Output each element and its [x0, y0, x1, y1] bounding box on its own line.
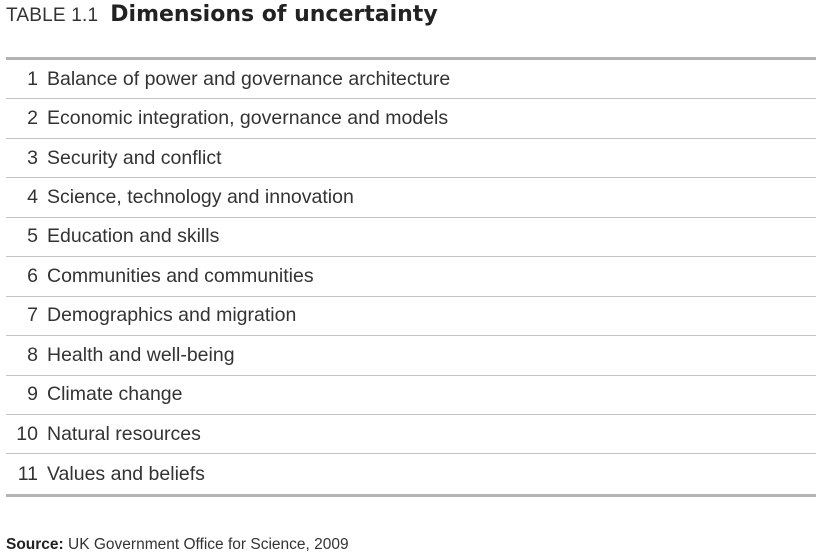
source-note: Source: UK Government Office for Science… [6, 536, 349, 554]
table-row: 4 Science, technology and innovation [6, 178, 816, 218]
source-label: Source: [6, 536, 64, 553]
row-number: 10 [16, 422, 38, 445]
row-number: 11 [17, 462, 38, 485]
row-number: 7 [27, 304, 38, 327]
row-text: Values and beliefs [47, 462, 205, 485]
row-number: 6 [27, 264, 38, 287]
row-text: Security and conflict [47, 146, 222, 169]
row-text: Communities and communities [47, 264, 314, 287]
table-row: 6 Communities and communities [6, 257, 816, 297]
table-row: 5 Education and skills [6, 218, 816, 258]
row-number: 5 [27, 225, 38, 248]
table-row: 9 Climate change [6, 376, 816, 415]
row-number: 4 [27, 186, 38, 209]
table-row: 11 Values and beliefs [6, 454, 816, 493]
row-text: Science, technology and innovation [47, 186, 354, 209]
table-caption: TABLE 1.1 Dimensions of uncertainty [6, 2, 438, 32]
row-number: 2 [27, 107, 38, 130]
row-text: Natural resources [47, 422, 201, 445]
table-row: 1 Balance of power and governance archit… [6, 60, 816, 100]
row-text: Climate change [47, 383, 183, 406]
table-row: 10 Natural resources [6, 415, 816, 455]
row-number: 8 [27, 343, 38, 366]
table-row: 7 Demographics and migration [6, 297, 816, 337]
table-row: 3 Security and conflict [6, 139, 816, 179]
row-number: 1 [27, 67, 38, 90]
source-text: UK Government Office for Science, 2009 [68, 536, 349, 553]
table-title: Dimensions of uncertainty [110, 2, 438, 27]
table-number: TABLE 1.1 [6, 5, 99, 26]
row-text: Balance of power and governance architec… [47, 67, 451, 90]
row-text: Economic integration, governance and mod… [47, 107, 449, 130]
row-text: Demographics and migration [47, 304, 297, 327]
row-number: 9 [27, 383, 38, 406]
row-text: Health and well-being [47, 343, 235, 366]
table-row: 2 Economic integration, governance and m… [6, 99, 816, 139]
uncertainty-table: 1 Balance of power and governance archit… [6, 57, 816, 497]
row-text: Education and skills [47, 225, 220, 248]
table-row: 8 Health and well-being [6, 336, 816, 376]
row-number: 3 [27, 146, 38, 169]
